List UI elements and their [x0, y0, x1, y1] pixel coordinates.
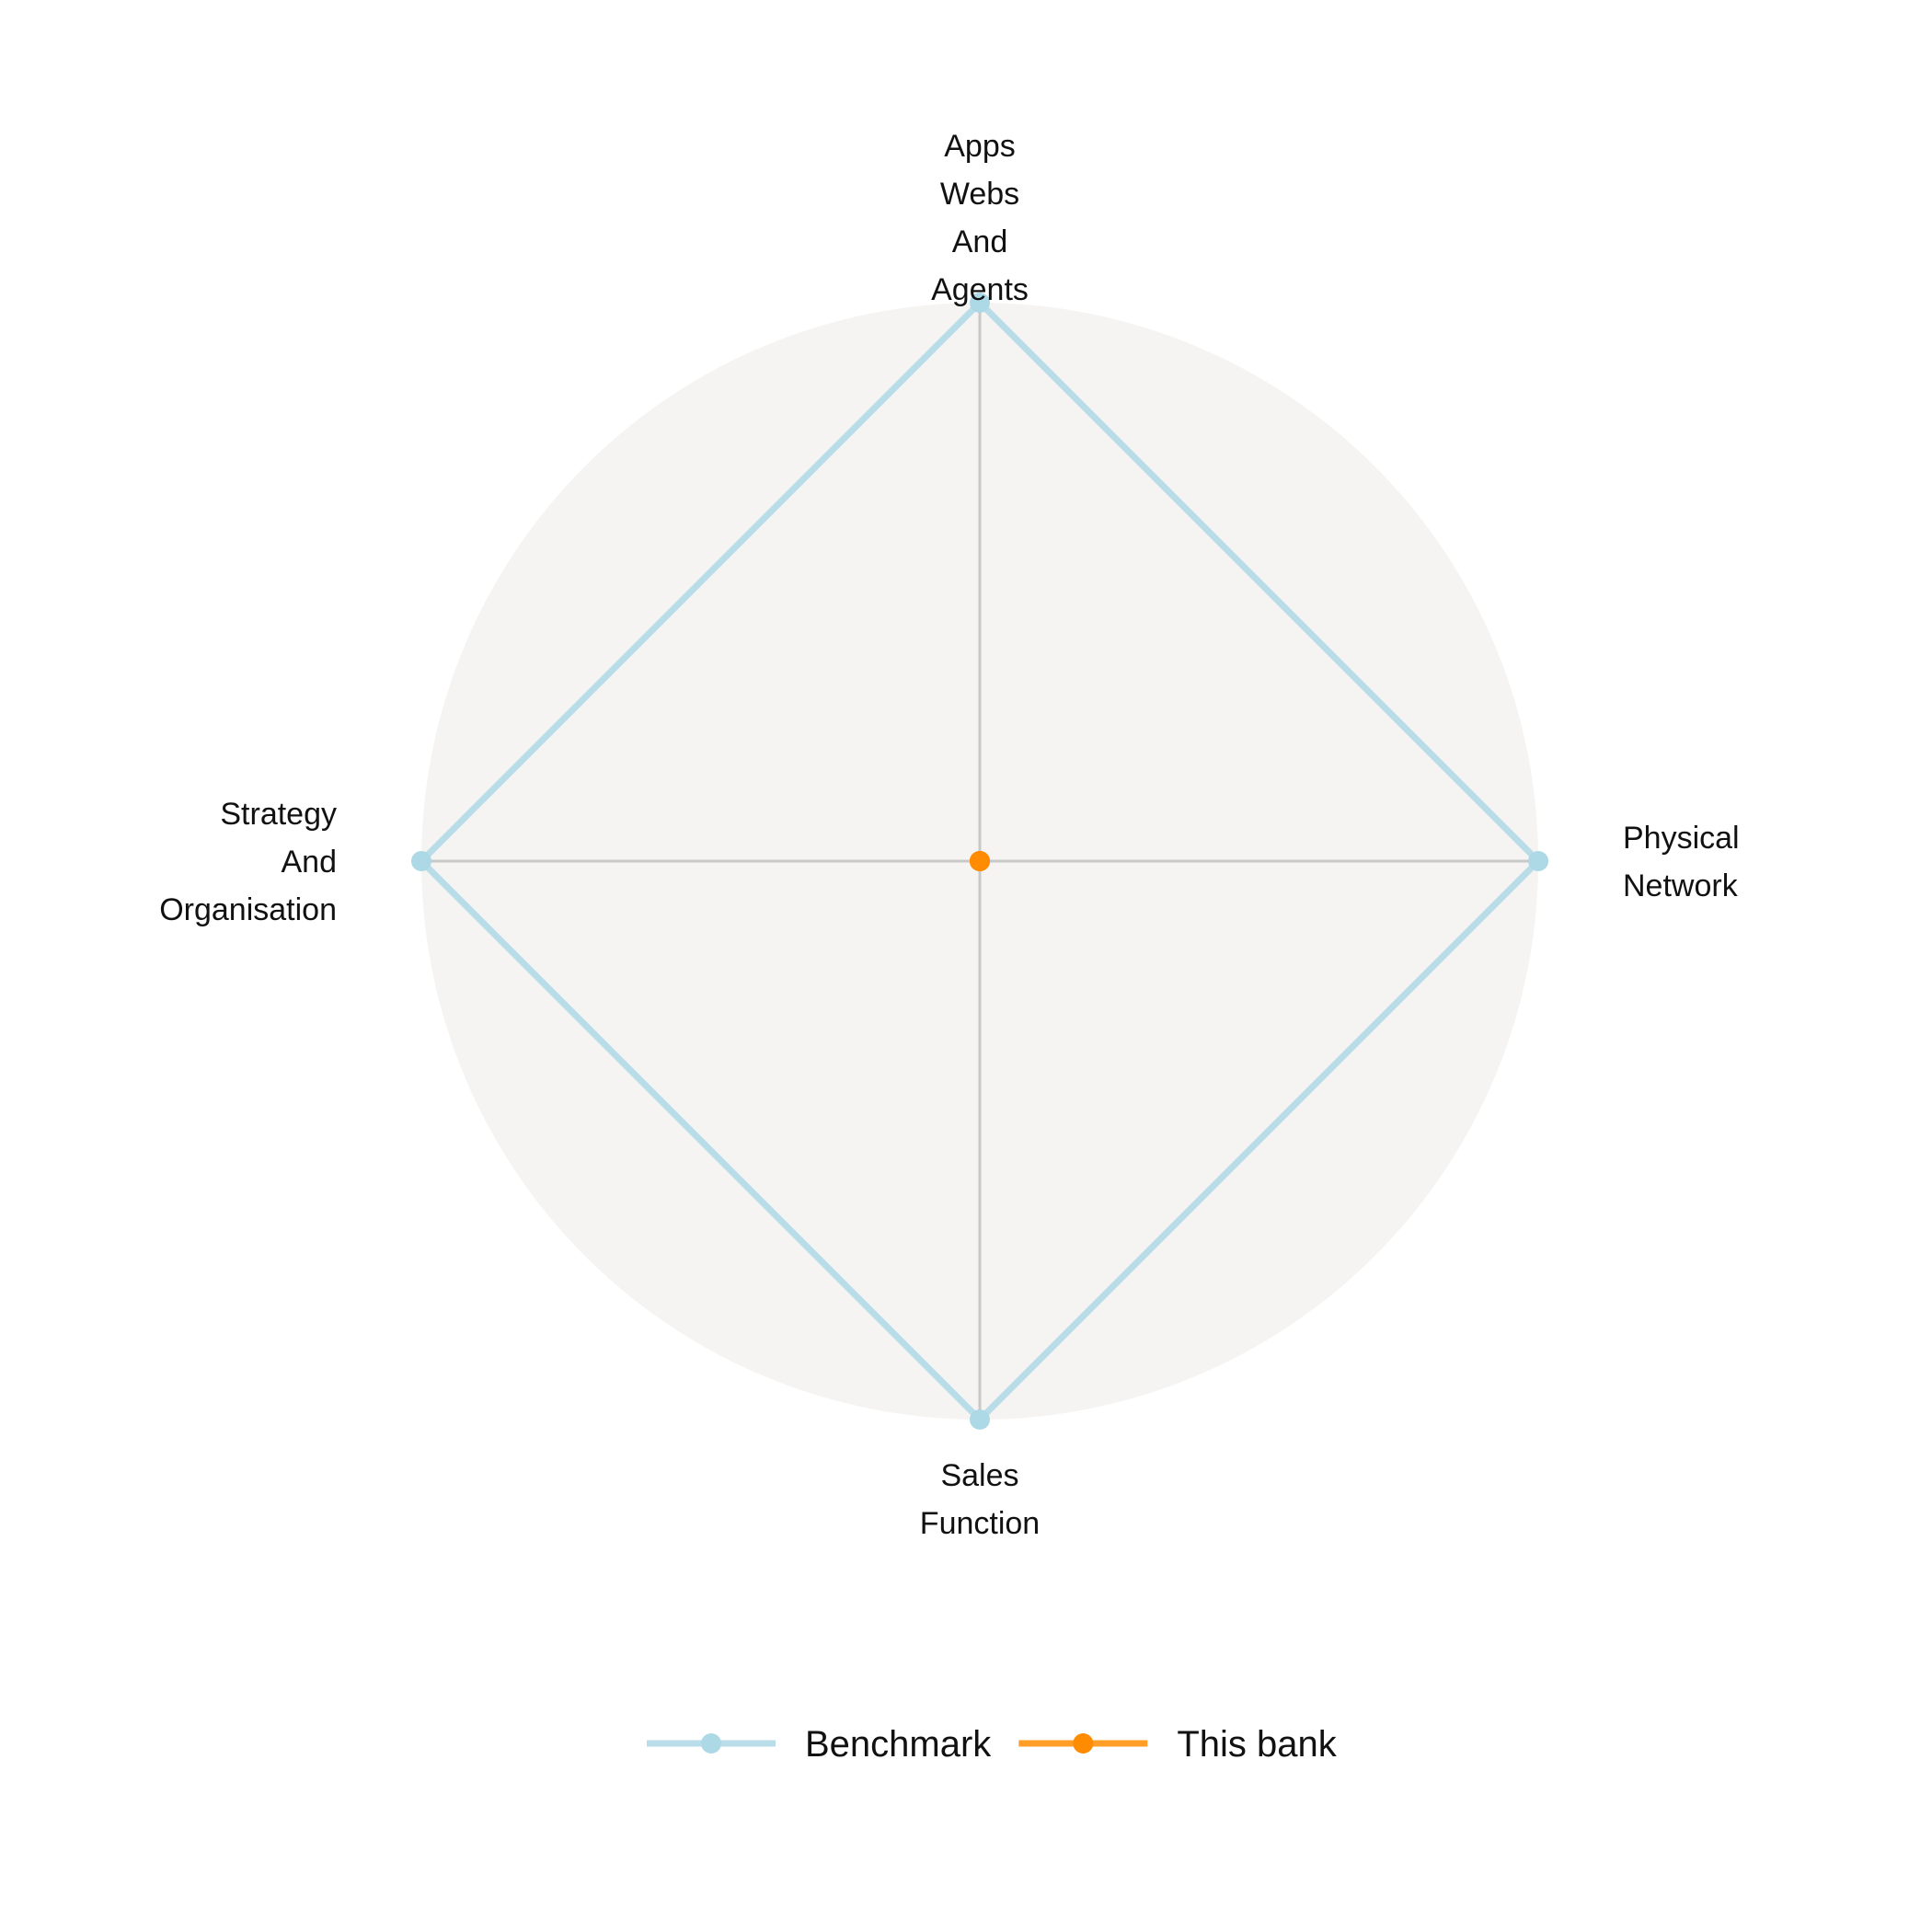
legend-swatch-marker	[701, 1733, 721, 1754]
series-point	[970, 293, 990, 313]
legend-swatch-marker	[1073, 1733, 1094, 1754]
axis-label-line: Function	[920, 1506, 1040, 1541]
axis-labels: Apps Webs And Agents Physical Network Sales Fun…	[159, 129, 1739, 1541]
series-1	[970, 851, 990, 871]
series-point	[411, 851, 431, 871]
series-point	[970, 1409, 990, 1430]
axis-label-line: And	[952, 224, 1008, 259]
axis-label-3: Strategy And Organisation	[159, 797, 337, 927]
axis-label-line: Network	[1623, 868, 1739, 903]
legend-label: Benchmark	[805, 1724, 992, 1765]
legend-item-1: This bank	[1018, 1724, 1338, 1765]
radar-series	[411, 293, 1548, 1430]
axis-label-line: Apps	[944, 129, 1016, 164]
axis-label-2: Sales Function	[920, 1458, 1040, 1541]
axis-label-0: Apps Webs And Agents	[931, 129, 1029, 307]
axis-label-line: Physical	[1623, 821, 1740, 856]
series-0	[411, 293, 1548, 1430]
axis-label-line: Sales	[940, 1458, 1018, 1493]
axis-label-line: Webs	[940, 177, 1019, 212]
legend-label: This bank	[1177, 1724, 1337, 1765]
series-point	[1528, 851, 1548, 871]
axis-label-1: Physical Network	[1623, 821, 1740, 903]
legend: Benchmark This bank	[647, 1724, 1338, 1765]
series-point	[970, 851, 990, 871]
axis-label-line: And	[282, 845, 338, 880]
legend-item-0: Benchmark	[647, 1724, 992, 1765]
axis-label-line: Organisation	[159, 892, 337, 927]
axis-label-line: Agents	[931, 272, 1029, 307]
radar-spokes	[421, 303, 1538, 1420]
axis-label-line: Strategy	[220, 797, 337, 832]
